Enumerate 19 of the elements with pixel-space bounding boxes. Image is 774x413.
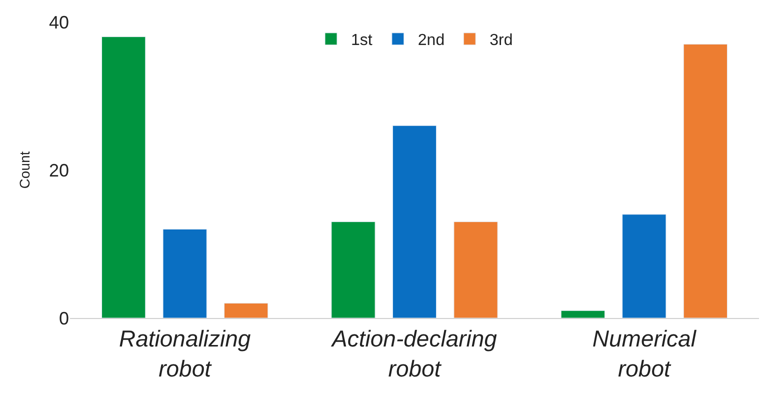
y-tick-label: 20 xyxy=(48,160,69,180)
bar xyxy=(560,310,605,318)
bar xyxy=(224,302,268,318)
bar xyxy=(392,125,437,318)
y-tick-label: 0 xyxy=(58,308,69,328)
x-tick-label: Action-declaring robot xyxy=(330,326,498,382)
bar xyxy=(162,228,207,318)
bar xyxy=(102,36,146,318)
legend-label: 3rd xyxy=(490,32,513,50)
x-tick-label: Rationalizing robot xyxy=(118,326,251,382)
x-tick-label: Numerical robot xyxy=(592,326,697,382)
bar xyxy=(622,214,666,318)
legend-label: 2nd xyxy=(418,32,445,50)
bar xyxy=(683,44,728,318)
bar xyxy=(454,222,498,318)
y-tick-label: 40 xyxy=(48,12,69,32)
bar xyxy=(331,222,376,318)
y-axis-title: Count xyxy=(16,151,33,189)
legend-label: 1st xyxy=(351,32,373,50)
